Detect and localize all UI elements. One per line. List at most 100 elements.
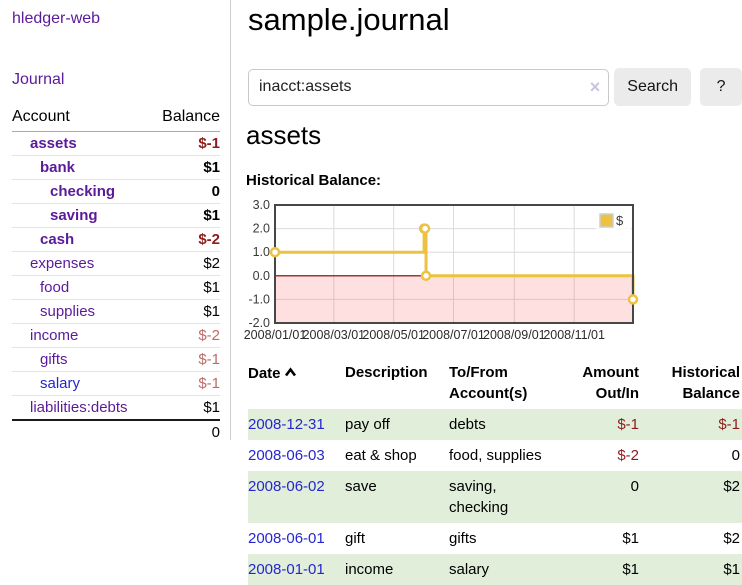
y-axis-tick-label: -1.0 — [248, 292, 270, 306]
account-balance: $1 — [150, 299, 220, 324]
accounts-total-spacer — [12, 419, 151, 444]
transaction-description: pay off — [345, 416, 390, 433]
transaction-amount: $1 — [622, 561, 639, 578]
sidebar: hledger-web Journal Account Balance asse… — [0, 0, 231, 444]
register-table-body: 2008-12-31 pay off debts $-1 $-1 2008-06-03 ea… — [248, 409, 742, 585]
data-point-marker — [627, 294, 639, 305]
register-column-header-description: Description — [345, 364, 428, 381]
account-row: food $1 — [12, 275, 220, 300]
x-axis-tick-label: 2008/07/01 — [422, 328, 485, 342]
transaction-date-link[interactable]: 2008-06-01 — [248, 530, 325, 547]
transaction-description: eat & shop — [345, 447, 417, 464]
transaction-date-link[interactable]: 2008-06-02 — [248, 478, 325, 495]
accounts-table: Account Balance assets $-1 bank $1 checking 0… — [12, 106, 220, 444]
transaction-accounts: gifts — [449, 530, 477, 547]
transaction-balance: 0 — [731, 447, 740, 464]
account-link[interactable]: supplies — [40, 303, 96, 320]
register-column-header-date[interactable]: Date — [248, 360, 345, 409]
accounts-column-header-balance: Balance — [150, 106, 220, 132]
account-link[interactable]: saving — [50, 207, 98, 224]
transaction-row: 2008-12-31 pay off debts $-1 $-1 — [248, 409, 742, 440]
accounts-total-value: 0 — [150, 419, 220, 444]
transaction-accounts: food, supplies — [449, 447, 542, 464]
account-link[interactable]: food — [40, 279, 70, 296]
account-balance: $-2 — [150, 323, 220, 348]
y-axis-tick-label: 0.0 — [253, 269, 270, 283]
account-link[interactable]: gifts — [40, 351, 68, 368]
y-axis-tick-label: 1.0 — [253, 245, 270, 259]
account-balance: $-1 — [150, 347, 220, 372]
transaction-balance: $-1 — [718, 416, 740, 433]
data-point-marker — [420, 270, 432, 282]
account-row: assets $-1 — [12, 132, 220, 156]
transaction-row: 2008-06-01 gift gifts $1 $2 — [248, 523, 742, 554]
app-brand-link[interactable]: hledger-web — [12, 10, 101, 27]
account-link[interactable]: cash — [40, 231, 75, 248]
account-balance: $1 — [150, 395, 220, 420]
transaction-date-link[interactable]: 2008-12-31 — [248, 416, 325, 433]
account-link[interactable]: checking — [50, 183, 116, 200]
account-link[interactable]: income — [30, 327, 79, 344]
register-header-row: Date Description To/From Account(s) Amou… — [248, 360, 742, 409]
account-balance: $1 — [150, 203, 220, 228]
account-row: salary $-1 — [12, 371, 220, 396]
transaction-amount: $-2 — [617, 447, 639, 464]
account-row: saving $1 — [12, 203, 220, 228]
transaction-row: 2008-06-03 eat & shop food, supplies $-2 0 — [248, 440, 742, 471]
legend-label: $ — [616, 213, 624, 228]
account-link[interactable]: assets — [30, 135, 77, 152]
y-axis-tick-label: 2.0 — [253, 222, 270, 236]
data-point-marker — [269, 246, 281, 258]
page-title: sample.journal — [248, 2, 450, 37]
transaction-description: save — [345, 478, 377, 495]
account-heading: assets — [246, 120, 322, 150]
transaction-amount: $-1 — [617, 416, 639, 433]
account-link[interactable]: salary — [40, 375, 81, 392]
transaction-amount: 0 — [630, 478, 639, 495]
account-balance: $1 — [150, 155, 220, 180]
transaction-amount: $1 — [622, 530, 639, 547]
sidebar-item-journal[interactable]: Journal — [12, 71, 65, 88]
legend-swatch — [599, 213, 614, 228]
register-column-header-account: To/From Account(s) — [449, 364, 528, 402]
search-input[interactable] — [248, 68, 610, 106]
y-axis-tick-label: 3.0 — [253, 198, 270, 212]
transaction-date-link[interactable]: 2008-01-01 — [248, 561, 325, 578]
transaction-balance: $1 — [723, 561, 740, 578]
account-balance: $2 — [150, 251, 220, 276]
account-link[interactable]: bank — [40, 159, 76, 176]
y-axis-tick-label: -2.0 — [248, 316, 270, 330]
historical-balance-chart: 3.0 2.0 1.0 0.0 -1.0 -2.02008/01/012008/03/01… — [244, 198, 639, 342]
accounts-table-body: assets $-1 bank $1 checking 0 saving $1 cash $-2 e… — [12, 132, 220, 420]
account-row: checking 0 — [12, 179, 220, 204]
sort-ascending-icon — [284, 362, 297, 383]
account-balance: 0 — [150, 179, 220, 204]
transaction-balance: $2 — [723, 478, 740, 495]
account-row: expenses $2 — [12, 251, 220, 276]
account-row: income $-2 — [12, 323, 220, 348]
transaction-date-link[interactable]: 2008-06-03 — [248, 447, 325, 464]
search-button[interactable]: Search — [614, 68, 692, 106]
transaction-row: 2008-01-01 income salary $1 $1 — [248, 554, 742, 585]
help-button[interactable]: ? — [700, 68, 742, 106]
account-balance: $-1 — [198, 135, 220, 152]
x-axis-tick-label: 2008/05/01 — [362, 328, 425, 342]
data-point-marker — [419, 223, 431, 234]
account-row: cash $-2 — [12, 227, 220, 252]
register-column-header-amount: Amount Out/In — [582, 364, 639, 402]
account-balance: $1 — [150, 275, 220, 300]
chart-title: Historical Balance: — [246, 172, 382, 189]
account-link[interactable]: expenses — [30, 255, 95, 272]
negative-region — [275, 275, 633, 323]
account-balance: $-1 — [150, 371, 220, 396]
account-balance: $-2 — [150, 227, 220, 252]
transaction-description: gift — [345, 530, 366, 547]
transaction-accounts: saving, checking — [449, 478, 509, 516]
register-column-header-balance: Historical Balance — [671, 364, 740, 402]
transaction-description: income — [345, 561, 394, 578]
account-row: liabilities:debts $1 — [12, 395, 220, 420]
account-link[interactable]: liabilities:debts — [30, 399, 128, 416]
accounts-total-row: 0 — [12, 419, 220, 444]
x-axis-tick-label: 2008/01/01 — [244, 328, 307, 342]
clear-search-icon[interactable]: × — [589, 76, 601, 97]
